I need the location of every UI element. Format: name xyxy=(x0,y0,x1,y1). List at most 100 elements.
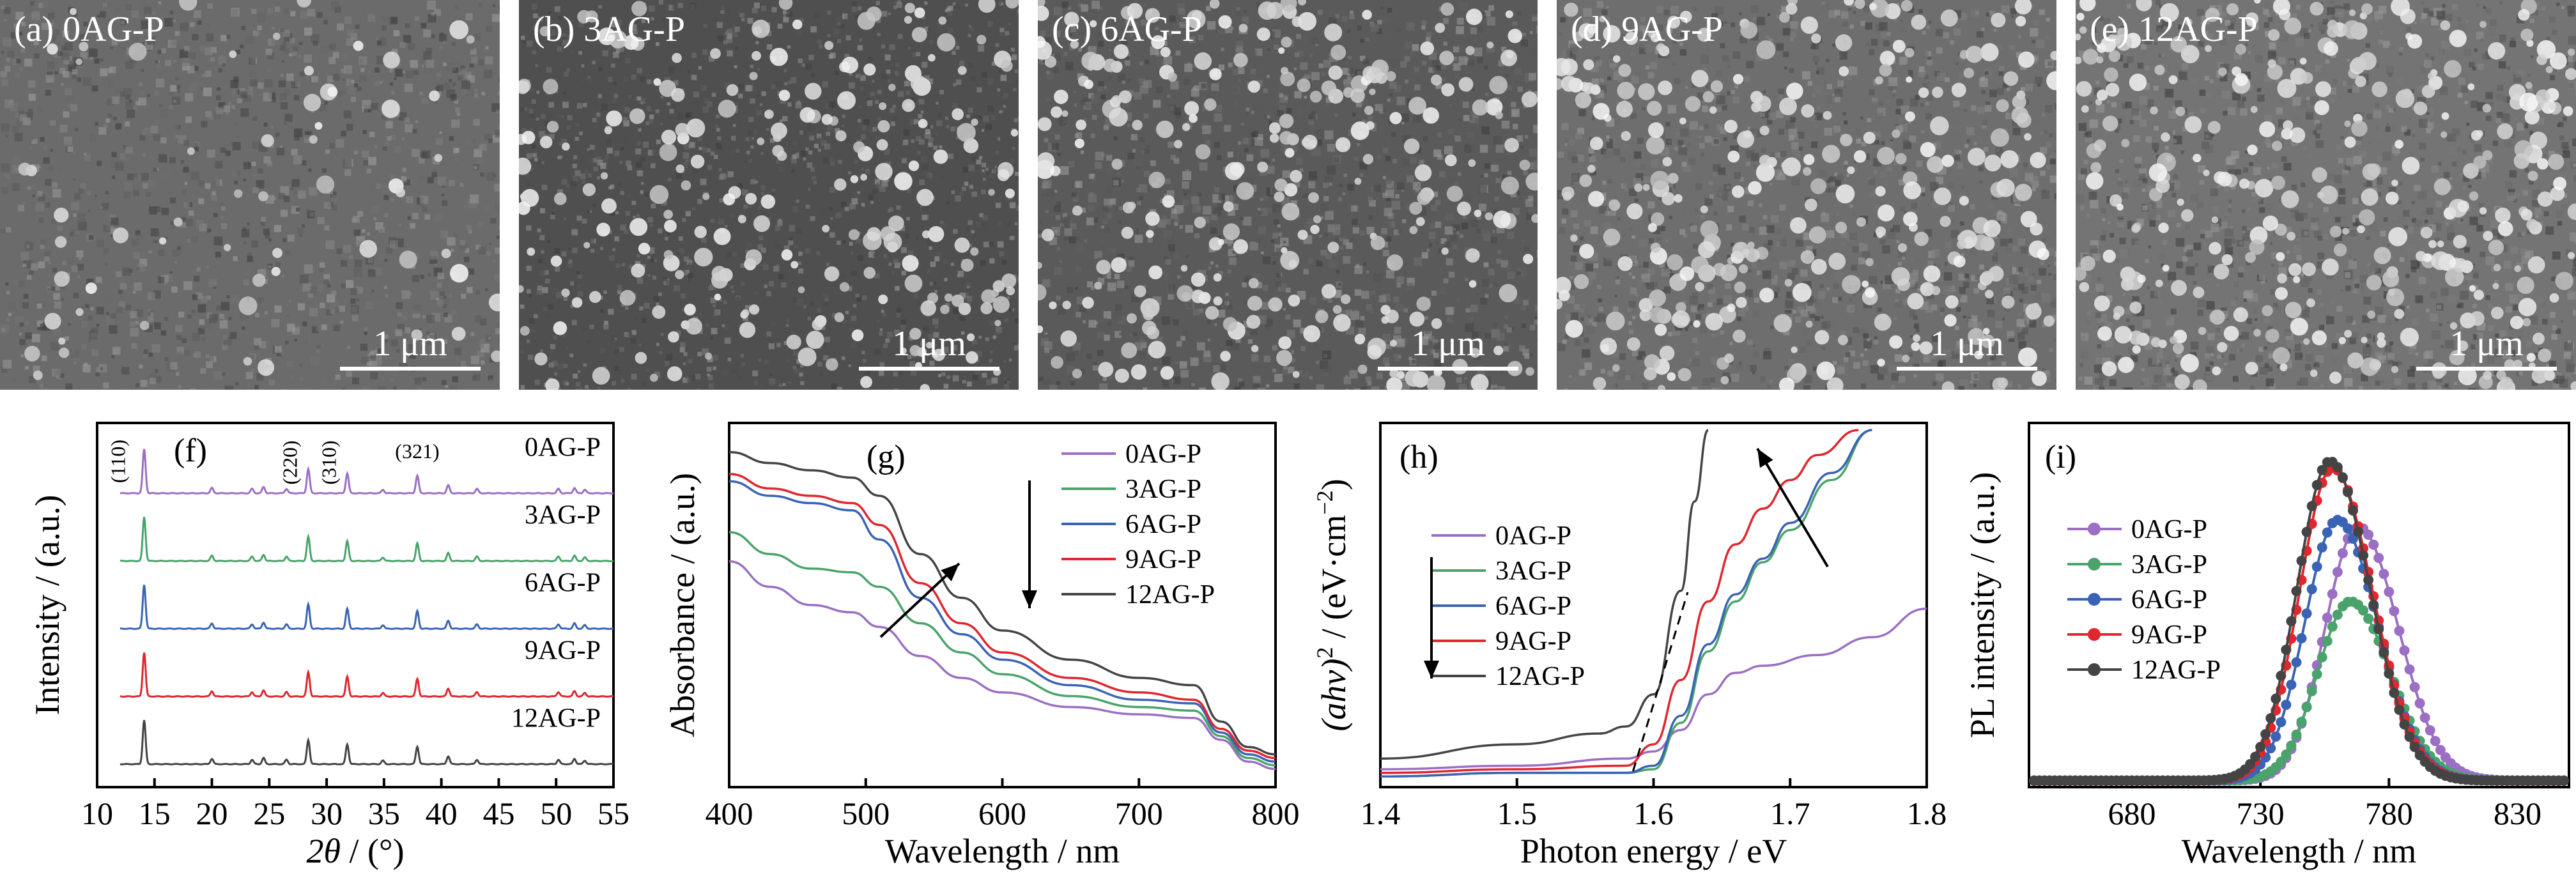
xrd-xtick-label-7: 45 xyxy=(482,795,514,831)
sem-panel-e: (e) 12AG-P 1 μm xyxy=(2076,0,2576,390)
pl-ylabel: PL intensity / (a.u.) xyxy=(1963,472,2001,738)
xrd-peak-label-2: (310) xyxy=(317,440,340,484)
sem-image-b xyxy=(519,0,1019,390)
pl-xtick-label-2: 780 xyxy=(2365,795,2413,831)
xrd-series-label-1: 3AG-P xyxy=(525,501,601,530)
xrd-series-0AG-P xyxy=(120,449,614,495)
xrd-series-label-2: 6AG-P xyxy=(525,569,601,598)
xrd-series-9AG-P xyxy=(120,652,614,698)
xrd-series-label-4: 12AG-P xyxy=(511,704,601,733)
xrd-xlabel: 2θ / (°) xyxy=(306,832,404,870)
pl-series-3AG-P xyxy=(2029,596,2569,786)
tauc-series-12AG-P xyxy=(1380,429,1709,760)
abs-xtick-label-3: 700 xyxy=(1115,795,1163,831)
abs-series-3AG-P xyxy=(729,531,1276,767)
xrd-series-label-0: 0AG-P xyxy=(525,433,601,463)
abs-ylabel: Absorbance / (a.u.) xyxy=(663,473,702,737)
abs-trend-arrow xyxy=(879,562,960,638)
tauc-panel-label: (h) xyxy=(1400,439,1438,475)
abs-trend-arrow-head xyxy=(941,564,959,581)
xrd-peak-label-1: (220) xyxy=(278,440,301,484)
xrd-ylabel: Intensity / (a.u.) xyxy=(28,495,66,716)
pl-xtick-label-0: 680 xyxy=(2108,795,2156,831)
tauc-xtick-label-1: 1.5 xyxy=(1497,795,1538,831)
tauc-trend-arrow-head xyxy=(1757,449,1773,468)
pl-panel-label: (i) xyxy=(2045,439,2076,475)
scale-bar-d xyxy=(1897,367,2037,371)
sem-panel-c: (c) 6AG-P 1 μm xyxy=(1038,0,1538,390)
abs-xtick-label-4: 800 xyxy=(1252,795,1300,831)
tauc-legend-label-1: 3AG-P xyxy=(1495,556,1571,586)
scale-bar-label-a: 1 μm xyxy=(373,324,447,364)
xrd-xtick-label-8: 50 xyxy=(540,795,572,831)
tauc-xlabel: Photon energy / eV xyxy=(1520,832,1787,870)
tauc-legend-label-3: 9AG-P xyxy=(1495,627,1571,656)
xrd-xtick-label-3: 25 xyxy=(253,795,285,831)
tauc-series-0AG-P xyxy=(1380,607,1927,771)
tauc-xtick-label-4: 1.8 xyxy=(1907,795,1947,831)
tauc-legend-label-4: 12AG-P xyxy=(1495,662,1585,691)
scale-bar-b xyxy=(859,367,999,371)
pl-legend-marker-4 xyxy=(2088,663,2101,676)
tauc-legend-arrow-head xyxy=(1424,661,1439,679)
xrd-xtick-label-4: 30 xyxy=(311,795,343,831)
abs-series-6AG-P xyxy=(729,480,1276,763)
pl-xlabel: Wavelength / nm xyxy=(2182,832,2417,870)
xrd-panel-label: (f) xyxy=(174,433,207,469)
pl-line-3AG-P xyxy=(2032,600,2566,782)
abs-series-9AG-P xyxy=(729,473,1276,760)
xrd-xtick-label-6: 40 xyxy=(426,795,458,831)
abs-legend-label-3: 9AG-P xyxy=(1125,545,1201,574)
pl-xtick-label-3: 830 xyxy=(2494,795,2541,831)
tauc-xtick-label-3: 1.7 xyxy=(1770,795,1810,831)
pl-line-12AG-P xyxy=(2032,459,2566,782)
sem-label-a: (a) 0AG-P xyxy=(14,10,164,49)
xrd-xtick-label-0: 10 xyxy=(81,795,113,831)
pl-legend-marker-2 xyxy=(2088,593,2101,606)
abs-legend-arrow-head xyxy=(1022,590,1037,608)
tauc-xtick-label-0: 1.4 xyxy=(1361,795,1401,831)
tauc-ylabel: (ahν)2 / (eV·cm−2) xyxy=(1312,479,1353,731)
pl-frame xyxy=(2028,422,2570,788)
pl-legend-marker-3 xyxy=(2088,628,2101,641)
tauc-trend-arrow xyxy=(1756,447,1829,568)
xrd-series-6AG-P xyxy=(120,585,613,630)
scale-bar-label-b: 1 μm xyxy=(892,324,966,364)
abs-series-0AG-P xyxy=(729,560,1276,771)
abs-xtick-label-2: 600 xyxy=(978,795,1026,831)
abs-legend-label-4: 12AG-P xyxy=(1125,580,1215,610)
sem-image-e xyxy=(2076,0,2576,390)
scale-bar-label-d: 1 μm xyxy=(1930,324,2004,364)
abs-xlabel: Wavelength / nm xyxy=(885,832,1120,870)
tauc-fit-line xyxy=(1632,592,1689,772)
tauc-series-3AG-P xyxy=(1380,429,1872,778)
pl-legend-marker-1 xyxy=(2088,558,2101,571)
sem-label-e: (e) 12AG-P xyxy=(2090,10,2258,49)
xrd-peak-label-0: (110) xyxy=(107,440,130,483)
tauc-legend-label-0: 0AG-P xyxy=(1495,521,1571,551)
pl-xtick-label-1: 730 xyxy=(2237,795,2285,831)
abs-legend-label-0: 0AG-P xyxy=(1125,440,1201,469)
scale-bar-label-c: 1 μm xyxy=(1411,324,1485,364)
tauc-xtick-label-2: 1.6 xyxy=(1633,795,1674,831)
sem-panel-a: (a) 0AG-P 1 μm xyxy=(0,0,500,390)
pl-series-6AG-P xyxy=(2029,514,2569,786)
sem-label-b: (b) 3AG-P xyxy=(533,10,685,49)
sem-image-d xyxy=(1557,0,2056,390)
abs-legend-label-1: 3AG-P xyxy=(1125,475,1201,504)
scale-bar-c xyxy=(1378,367,1518,371)
abs-legend-label-2: 6AG-P xyxy=(1125,510,1201,539)
xrd-xtick-label-1: 15 xyxy=(139,795,171,831)
sem-label-c: (c) 6AG-P xyxy=(1052,10,1202,49)
xrd-xtick-label-2: 20 xyxy=(196,795,228,831)
sem-panel-d: (d) 9AG-P 1 μm xyxy=(1557,0,2056,390)
tauc-legend-label-2: 6AG-P xyxy=(1495,592,1571,621)
scale-bar-a xyxy=(340,367,481,371)
tauc-series-6AG-P xyxy=(1380,429,1872,778)
scale-bar-e xyxy=(2416,367,2557,371)
abs-series-12AG-P xyxy=(729,450,1276,756)
pl-series-12AG-P xyxy=(2029,457,2569,786)
tauc-series-9AG-P xyxy=(1380,429,1859,774)
abs-panel-label: (g) xyxy=(867,439,906,475)
